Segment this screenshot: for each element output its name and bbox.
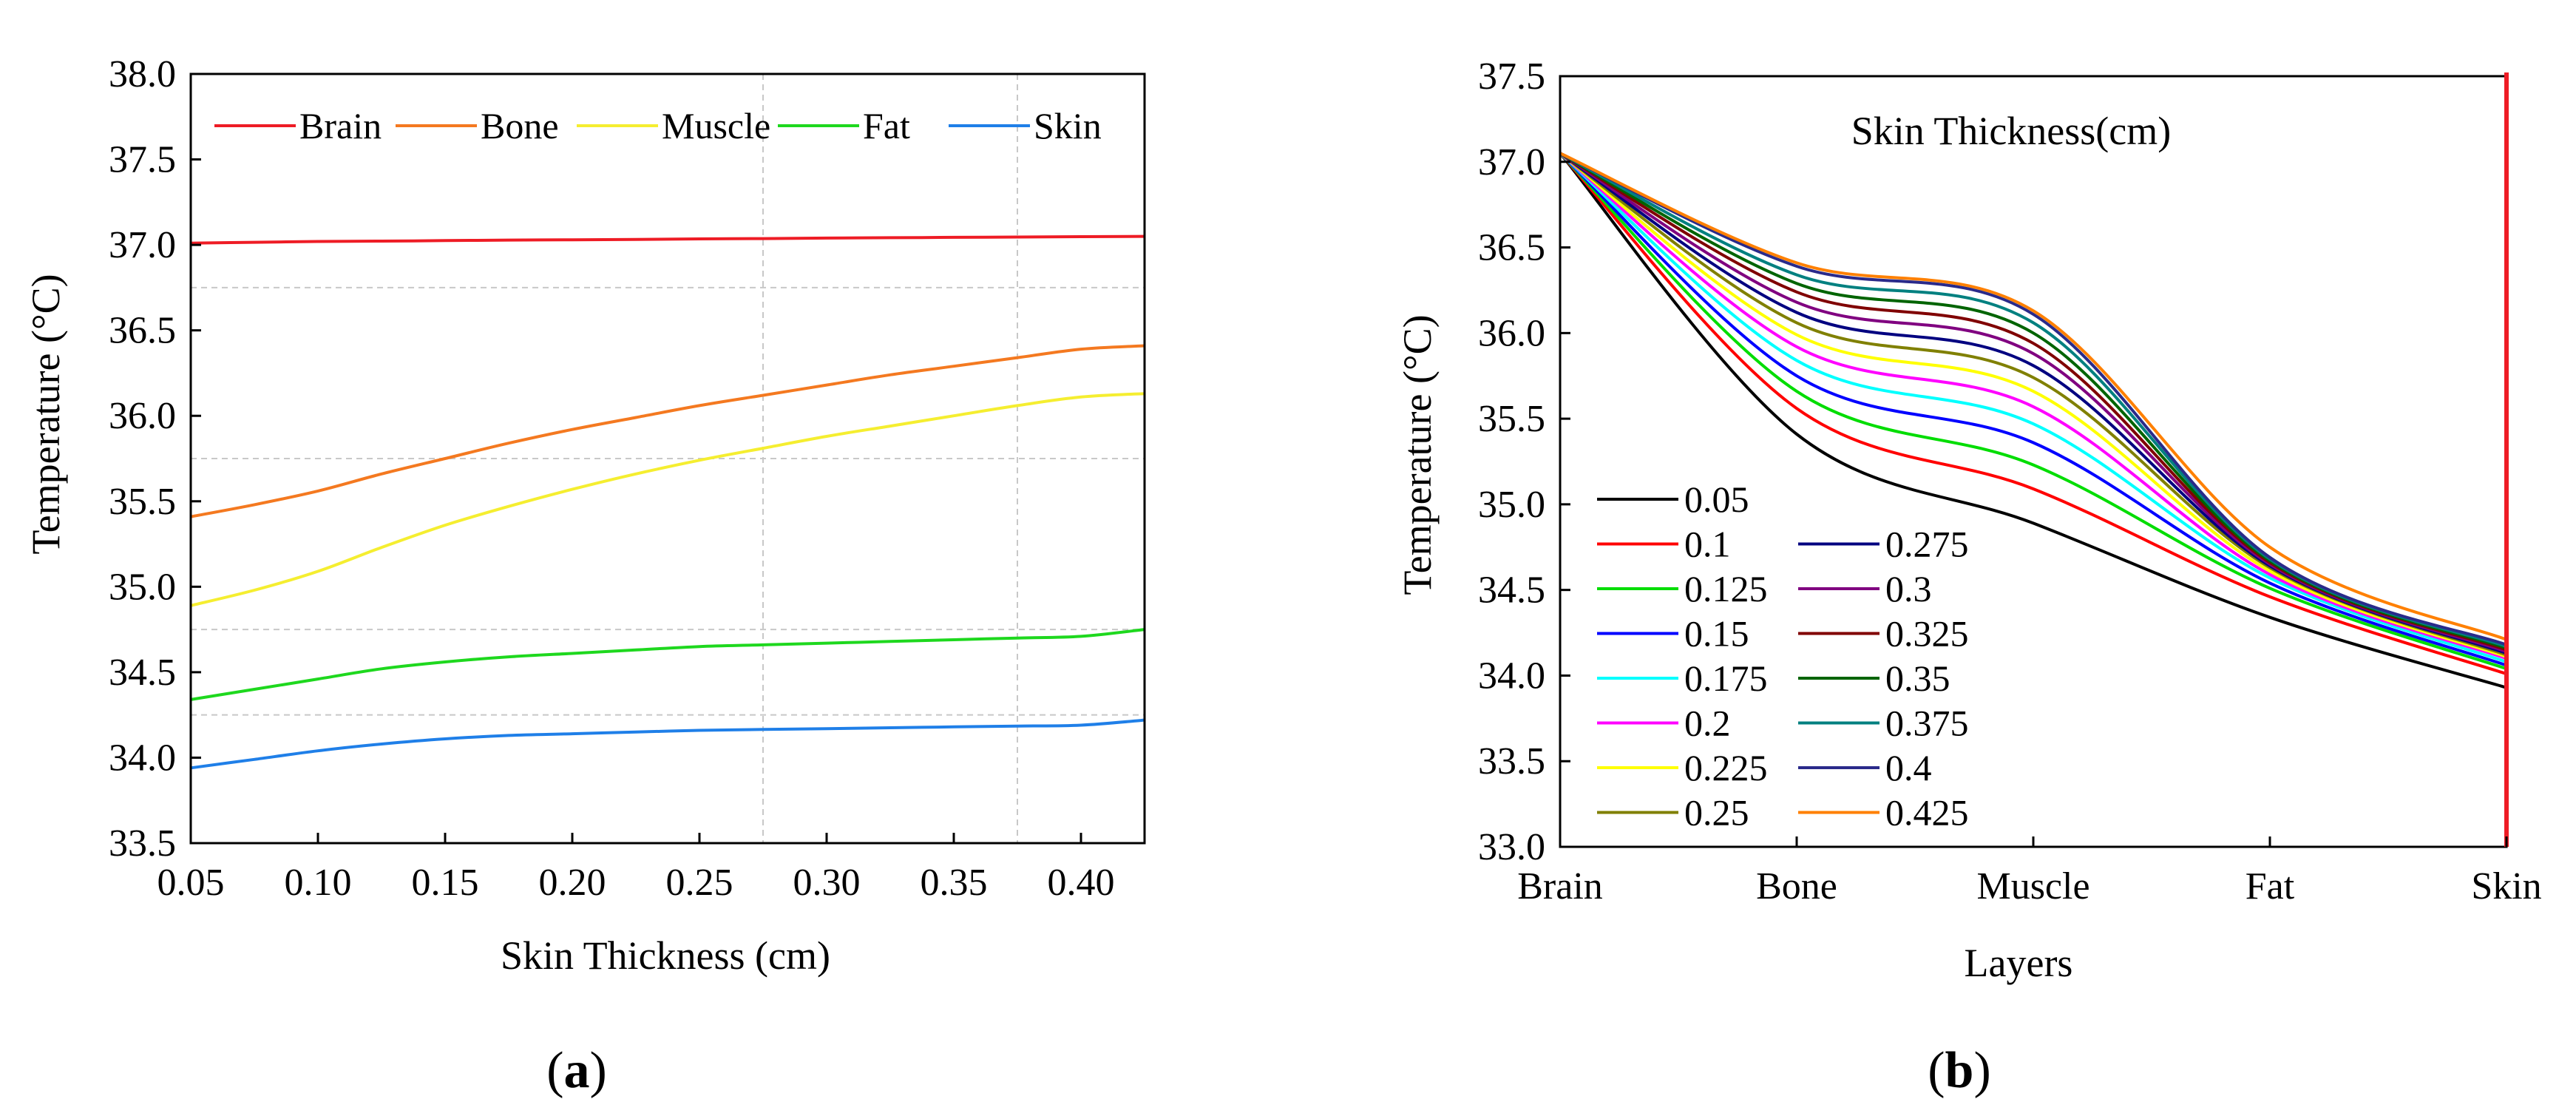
panel-b-label-letter: b	[1945, 1042, 1974, 1099]
chart-a-legend-label-bone: Bone	[481, 105, 559, 146]
chart-a-y-tick-label: 33.5	[109, 822, 176, 865]
chart-b-y-axis-title: Temperature (°C)	[1395, 314, 1440, 595]
chart-a-y-tick-label: 34.5	[109, 652, 176, 694]
chart-b-y-tick-label: 37.0	[1478, 141, 1545, 183]
chart-a-x-tick-label: 0.20	[539, 862, 606, 904]
chart-a-y-tick-label: 36.5	[109, 310, 176, 352]
chart-b-y-tick-label: 34.0	[1478, 655, 1545, 697]
chart-b-y-tick-label: 34.5	[1478, 569, 1545, 612]
chart-a-gridlines	[191, 74, 1145, 843]
chart-b-x-ticks: Brain Bone Muscle Fat Skin	[1517, 836, 2542, 907]
chart-b-x-tick-label: Skin	[2471, 865, 2541, 907]
chart-a-y-tick-label: 37.0	[109, 224, 176, 266]
chart-b-x-axis-title: Layers	[1965, 941, 2073, 985]
chart-b-legend-label: 0.325	[1885, 613, 1969, 655]
chart-a-x-tick-label: 0.10	[285, 862, 352, 904]
chart-a-x-tick-label: 0.05	[157, 862, 225, 904]
chart-b-legend: 0.050.10.1250.150.1750.20.2250.250.2750.…	[1597, 479, 1969, 834]
chart-b-y-tick-label: 33.0	[1478, 826, 1545, 868]
chart-b-legend-label: 0.05	[1684, 479, 1749, 520]
chart-b-legend-label: 0.1	[1684, 524, 1731, 565]
chart-a-y-tick-label: 37.5	[109, 139, 176, 181]
panel-a-label-close: )	[590, 1042, 607, 1099]
chart-b-legend-label: 0.3	[1885, 568, 1932, 609]
chart-b-legend-heading: Skin Thickness(cm)	[1851, 109, 2171, 153]
chart-b-series-line-0_225	[1559, 152, 2507, 658]
chart-a-y-tick-label: 36.0	[109, 395, 176, 437]
chart-a-series-line-bone	[190, 344, 1145, 518]
panel-a-label-open: (	[546, 1042, 563, 1099]
chart-a-series-line-brain	[190, 234, 1145, 245]
chart-b-x-tick-label: Brain	[1517, 865, 1603, 907]
chart-b-series-group	[1559, 152, 2507, 689]
panel-b-label: (b)	[1928, 1042, 1991, 1099]
chart-b-y-tick-label: 36.0	[1478, 312, 1545, 354]
chart-a-series-group	[190, 234, 1145, 770]
chart-b-legend-label: 0.175	[1684, 657, 1768, 699]
chart-b-y-tick-label: 37.5	[1478, 55, 1545, 98]
chart-a-legend-label-brain: Brain	[299, 105, 382, 146]
chart-b-y-tick-label: 35.0	[1478, 484, 1545, 526]
chart-b-legend-label: 0.35	[1885, 657, 1950, 699]
chart-b-legend-label: 0.4	[1885, 747, 1932, 788]
chart-b-y-tick-label: 35.5	[1478, 398, 1545, 440]
chart-a-y-ticks: 33.5 34.0 34.5 35.0 35.5 36.0 36.5 37.0 37.5 38.0	[109, 53, 201, 865]
chart-b-legend-label: 0.225	[1684, 747, 1768, 788]
chart-a-y-tick-label: 35.5	[109, 481, 176, 523]
chart-b-legend-label: 0.275	[1885, 524, 1969, 565]
chart-b-x-tick-label: Fat	[2245, 865, 2295, 907]
chart-a-x-tick-label: 0.40	[1048, 862, 1115, 904]
chart-b-series-line-0_175	[1559, 152, 2507, 663]
chart-panel-b: Brain Bone Muscle Fat Skin 33.033.534.034.53…	[1395, 55, 2542, 1099]
chart-b-y-ticks: 33.0 33.5 34.0 34.5 35.0 35.5 36.0 36.5 37.0 37.5	[1478, 55, 1570, 868]
chart-b-y-tick-label: 36.5	[1478, 227, 1545, 269]
chart-b-series-line-0_425	[1559, 152, 2507, 641]
chart-b-legend-label: 0.2	[1684, 703, 1731, 744]
chart-b-y-tick-label: 33.5	[1478, 740, 1545, 782]
chart-a-series-line-fat	[190, 628, 1145, 701]
chart-b-series-line-0_4	[1559, 152, 2507, 646]
chart-panel-a: 0.05 0.10 0.15 0.20 0.25 0.30 0.35 0.40 33.5 34.…	[24, 53, 1146, 1099]
chart-a-x-ticks: 0.05 0.10 0.15 0.20 0.25 0.30 0.35 0.40	[157, 833, 1115, 904]
panel-b-label-close: )	[1973, 1042, 1990, 1099]
chart-b-x-tick-label: Muscle	[1976, 865, 2089, 907]
panel-b-label-open: (	[1928, 1042, 1945, 1099]
chart-a-series-line-skin	[190, 718, 1145, 770]
chart-b-series-line-0_05	[1559, 152, 2507, 689]
chart-a-legend-label-muscle: Muscle	[662, 105, 770, 146]
chart-a-legend: Brain Bone Muscle Fat Skin	[214, 105, 1102, 146]
chart-a-x-tick-label: 0.25	[666, 862, 733, 904]
chart-a-x-tick-label: 0.35	[921, 862, 988, 904]
panel-a-label: (a)	[546, 1042, 607, 1099]
chart-b-series-line-0_2	[1559, 152, 2507, 660]
chart-a-legend-label-skin: Skin	[1034, 105, 1102, 146]
chart-b-legend-label: 0.25	[1684, 792, 1749, 834]
chart-a-plot-frame	[189, 72, 1146, 845]
chart-b-x-tick-label: Bone	[1756, 865, 1837, 907]
chart-a-x-axis-title: Skin Thickness (cm)	[501, 933, 830, 978]
chart-b-legend-label: 0.125	[1684, 568, 1768, 609]
chart-a-y-tick-label: 34.0	[109, 737, 176, 779]
chart-a-x-tick-label: 0.15	[412, 862, 479, 904]
chart-a-x-tick-label: 0.30	[793, 862, 861, 904]
chart-b-legend-label: 0.15	[1684, 613, 1749, 655]
panel-a-label-letter: a	[564, 1042, 590, 1099]
chart-a-series-line-muscle	[190, 392, 1145, 607]
chart-b-series-line-0_125	[1559, 152, 2507, 671]
chart-b-series-line-0_1	[1559, 152, 2507, 676]
chart-a-y-tick-label: 35.0	[109, 566, 176, 608]
chart-b-legend-label: 0.375	[1885, 703, 1969, 744]
chart-b-legend-label: 0.425	[1885, 792, 1969, 834]
chart-a-y-tick-label: 38.0	[109, 53, 176, 95]
chart-a-legend-label-fat: Fat	[863, 105, 910, 146]
chart-b-series-line-0_15	[1559, 152, 2507, 667]
chart-a-y-axis-title: Temperature (°C)	[24, 274, 68, 554]
